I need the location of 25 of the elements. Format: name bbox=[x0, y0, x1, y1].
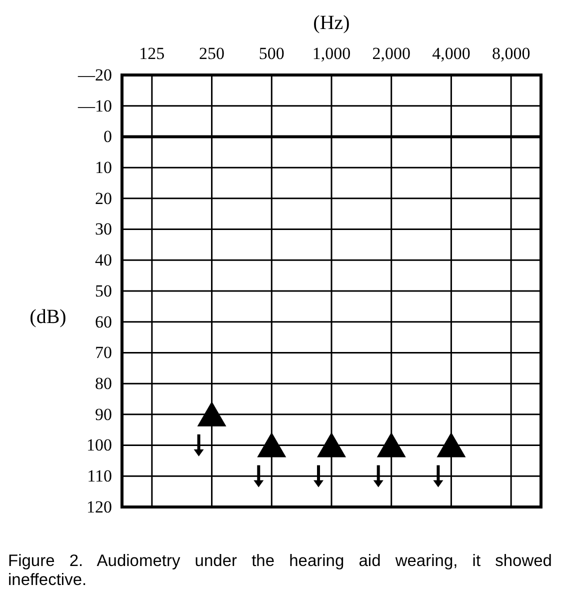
y-tick-label: —20 bbox=[77, 65, 112, 84]
y-tick-label: 0 bbox=[104, 127, 112, 146]
y-tick-label: 100 bbox=[86, 436, 112, 455]
y-tick-label: 110 bbox=[87, 466, 112, 486]
y-tick-label: 20 bbox=[95, 188, 112, 208]
y-tick-label: 10 bbox=[95, 158, 112, 178]
y-tick-label: 40 bbox=[95, 250, 112, 270]
y-tick-label: 30 bbox=[95, 220, 112, 239]
y-tick-label: 80 bbox=[95, 374, 112, 394]
y-tick-label: 120 bbox=[86, 497, 112, 516]
y-axis-title: (dB) bbox=[30, 306, 66, 328]
x-tick-label: 8,000 bbox=[492, 44, 530, 63]
y-tick-label: 60 bbox=[95, 312, 112, 332]
y-tick-label: —10 bbox=[77, 96, 112, 116]
x-tick-label: 125 bbox=[139, 44, 165, 63]
x-tick-label: 1,000 bbox=[312, 44, 351, 63]
caption: Figure 2. Audiometry under the hearing aid wearing, it showed ineffective. bbox=[8, 552, 552, 590]
x-tick-label: 4,000 bbox=[432, 44, 470, 63]
x-tick-label: 500 bbox=[258, 44, 284, 63]
y-tick-label: 50 bbox=[95, 281, 112, 300]
y-tick-label: 70 bbox=[95, 343, 112, 362]
x-axis-title: (Hz) bbox=[313, 12, 350, 34]
x-tick-label: 2,000 bbox=[372, 44, 410, 63]
y-tick-label: 90 bbox=[95, 404, 112, 424]
x-tick-label: 250 bbox=[199, 44, 225, 63]
